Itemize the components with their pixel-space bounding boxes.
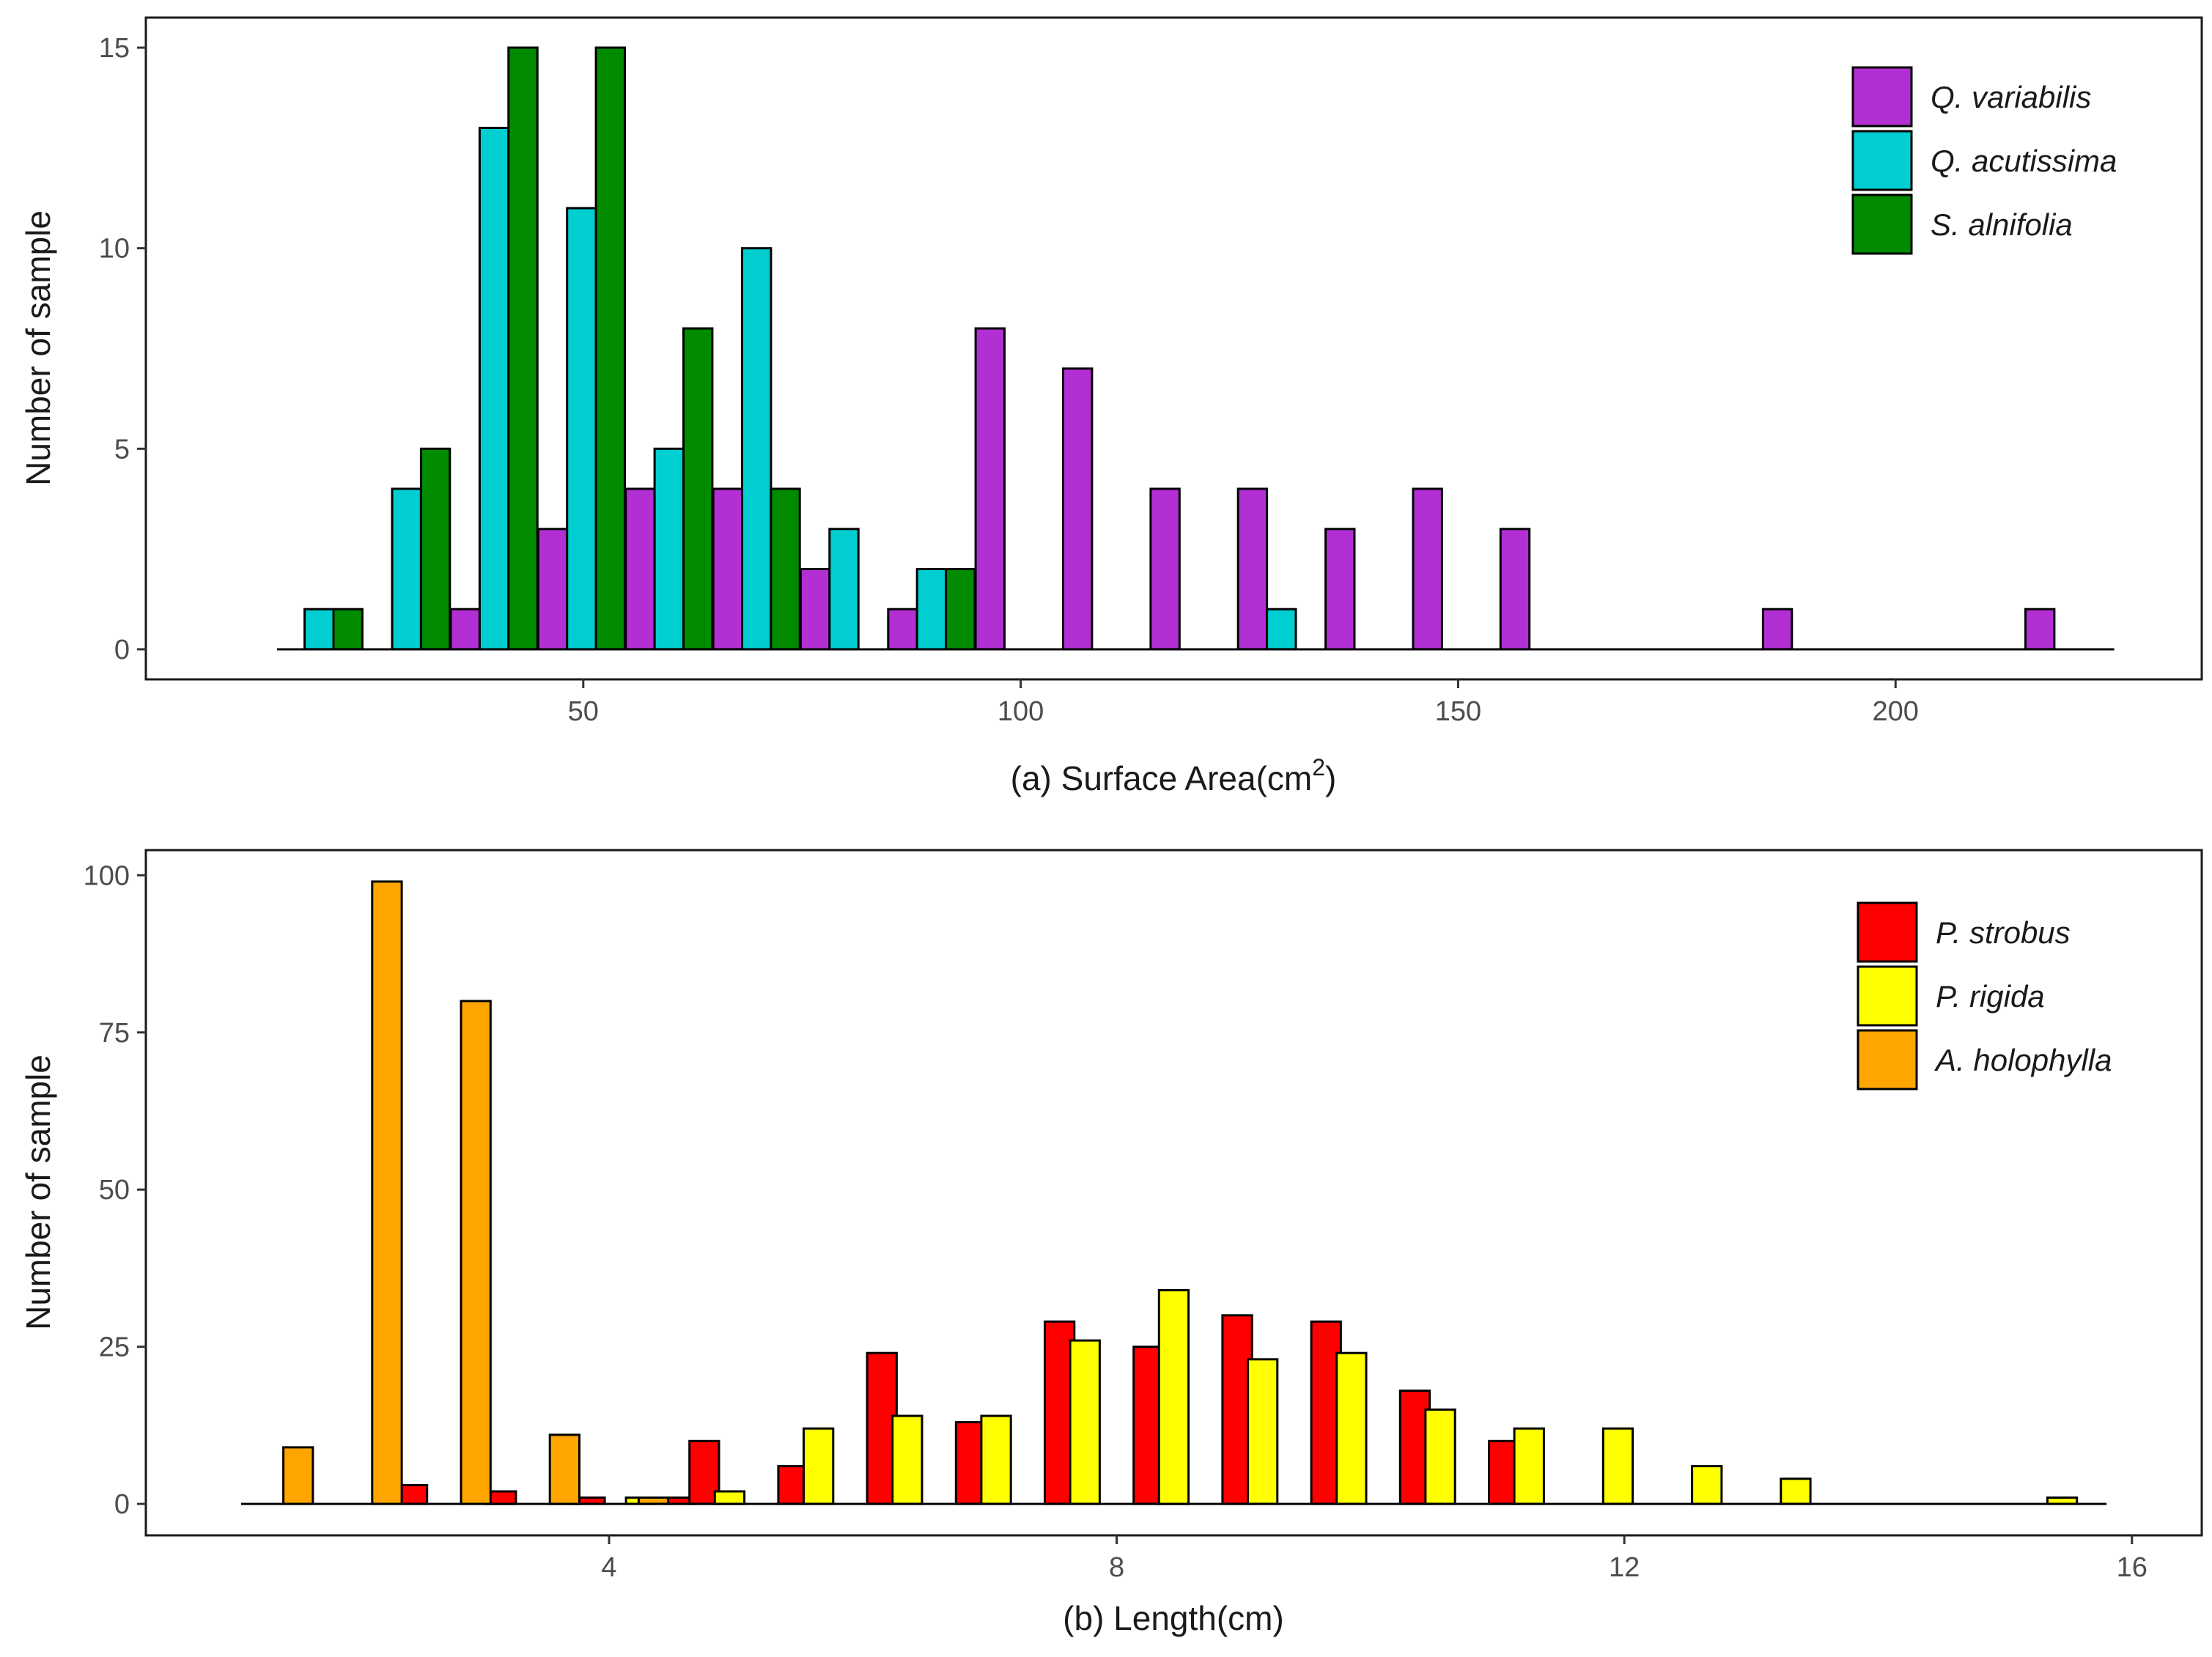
legend-swatch-p-strobus [1857, 901, 1918, 963]
legend-swatch-s-alnifolia [1851, 193, 1913, 255]
panel-a-x-tick-label-200: 200 [1873, 696, 1919, 727]
legend-swatch-q-acutissima [1851, 130, 1913, 191]
panel-b-y-tick-label-25: 25 [99, 1332, 130, 1363]
panel-a-y-tick-label-0: 0 [114, 635, 130, 665]
bar-s-alnifolia-0 [332, 608, 364, 651]
bar-q-variabilis-3 [712, 487, 743, 651]
bar-q-variabilis-4 [799, 568, 831, 651]
bar-q-variabilis-1 [537, 528, 569, 651]
bar-q-variabilis-8 [1149, 487, 1181, 651]
legend-label-q-acutissima: Q. acutissima [1931, 144, 2117, 178]
panel-b-length: 4 8 12 16 0 25 50 75 100 Number of sample (b) Le… [19, 849, 2203, 1637]
bar-q-variabilis-0 [449, 608, 481, 651]
bar-q-variabilis-13 [1761, 608, 1793, 651]
bar-q-variabilis-12 [1499, 528, 1531, 651]
bar-q-variabilis-10 [1324, 528, 1356, 651]
panel-b-x-tick-label-16: 16 [2117, 1552, 2148, 1583]
bar-q-acutissima-6 [828, 528, 860, 651]
bar-q-acutissima-0 [303, 608, 335, 651]
bar-a-holophylla-1 [371, 880, 403, 1505]
bar-p-rigida-6 [1157, 1289, 1190, 1505]
panel-b-x-tick-label-8: 8 [1109, 1552, 1124, 1583]
legend-swatch-p-rigida [1857, 965, 1918, 1027]
panel-b-x-tick-label-12: 12 [1609, 1552, 1640, 1583]
panel-a-y-tick-label-5: 5 [114, 434, 130, 465]
bar-q-acutissima-1 [391, 487, 422, 651]
panel-b-legend: P. strobus P. rigida A. holophylla [1857, 901, 2112, 1090]
panel-a-x-tick-label-100: 100 [998, 696, 1044, 727]
bar-q-variabilis-7 [1062, 367, 1094, 651]
legend-label-a-holophylla: A. holophylla [1933, 1043, 2112, 1077]
bar-q-acutissima-5 [741, 247, 773, 651]
bar-s-alnifolia-3 [594, 46, 626, 651]
panel-b-bars [240, 880, 2107, 1505]
panel-b-x-tick-label-4: 4 [601, 1552, 616, 1583]
bar-s-alnifolia-1 [419, 447, 451, 651]
bar-a-holophylla-0 [282, 1446, 314, 1505]
bar-p-rigida-7 [1247, 1358, 1279, 1505]
bar-q-variabilis-9 [1236, 487, 1269, 651]
panel-b-y-axis-title: Number of sample [19, 1055, 57, 1330]
panel-a-surface-area: 50 100 150 200 0 5 10 15 Number of sample (a) S… [19, 16, 2203, 797]
panel-b-y-tick-label-0: 0 [114, 1489, 130, 1520]
bar-p-rigida-13 [1780, 1477, 1812, 1505]
panel-a-y-tick-label-10: 10 [99, 234, 130, 265]
panel-a-frame [144, 16, 2203, 681]
legend-label-q-variabilis: Q. variabilis [1931, 80, 2091, 114]
bar-p-rigida-5 [1069, 1339, 1101, 1505]
legend-swatch-a-holophylla [1857, 1029, 1918, 1090]
bar-s-alnifolia-5 [770, 487, 801, 651]
bar-q-variabilis-2 [624, 487, 656, 651]
bar-p-rigida-1 [713, 1490, 746, 1505]
panel-b-y-tick-label-100: 100 [84, 860, 130, 891]
panel-a-y-tick-label-15: 15 [99, 33, 130, 64]
bar-s-alnifolia-6 [945, 568, 976, 651]
panel-a-y-axis-title: Number of sample [19, 210, 57, 486]
bar-q-variabilis-6 [974, 327, 1006, 651]
bar-q-acutissima-2 [478, 127, 510, 651]
bar-q-variabilis-14 [2024, 608, 2056, 651]
bar-p-rigida-12 [1691, 1465, 1723, 1505]
panel-b-y-tick-label-75: 75 [99, 1018, 130, 1049]
bar-q-acutissima-3 [566, 207, 597, 651]
legend-label-s-alnifolia: S. alnifolia [1931, 207, 2073, 242]
bar-q-variabilis-5 [887, 608, 918, 651]
bar-q-acutissima-4 [653, 447, 685, 651]
legend-label-p-rigida: P. rigida [1936, 979, 2045, 1014]
bar-a-holophylla-2 [460, 1000, 492, 1505]
panel-a-axes: 50 100 150 200 0 5 10 15 [99, 33, 1919, 727]
bar-p-rigida-3 [891, 1414, 923, 1505]
bar-a-holophylla-3 [548, 1433, 581, 1505]
panel-a-bars [277, 46, 2115, 651]
legend-swatch-q-variabilis [1851, 66, 1913, 128]
panel-b-frame [144, 849, 2203, 1537]
bar-p-rigida-9 [1424, 1408, 1456, 1505]
bar-p-rigida-10 [1513, 1427, 1545, 1505]
bar-q-acutissima-7 [915, 568, 948, 651]
bar-p-rigida-8 [1335, 1351, 1368, 1505]
panel-b-axes: 4 8 12 16 0 25 50 75 100 [84, 860, 2148, 1583]
bar-q-acutissima-8 [1266, 608, 1297, 651]
panel-a-x-axis-title: (a) Surface Area(cm2) [1011, 754, 1337, 797]
bar-s-alnifolia-4 [682, 327, 714, 651]
panel-a-x-tick-label-150: 150 [1435, 696, 1481, 727]
bar-p-rigida-4 [980, 1414, 1012, 1505]
bar-p-rigida-11 [1601, 1427, 1634, 1505]
panel-b-y-tick-label-50: 50 [99, 1175, 130, 1206]
panel-b-x-axis-title: (b) Length(cm) [1063, 1599, 1284, 1637]
bar-s-alnifolia-2 [507, 46, 539, 651]
bar-p-rigida-2 [803, 1427, 835, 1505]
legend-label-p-strobus: P. strobus [1936, 915, 2071, 950]
panel-a-x-tick-label-50: 50 [568, 696, 599, 727]
panel-a-legend: Q. variabilis Q. acutissima S. alnifolia [1851, 66, 2117, 255]
bar-q-variabilis-11 [1412, 487, 1443, 651]
